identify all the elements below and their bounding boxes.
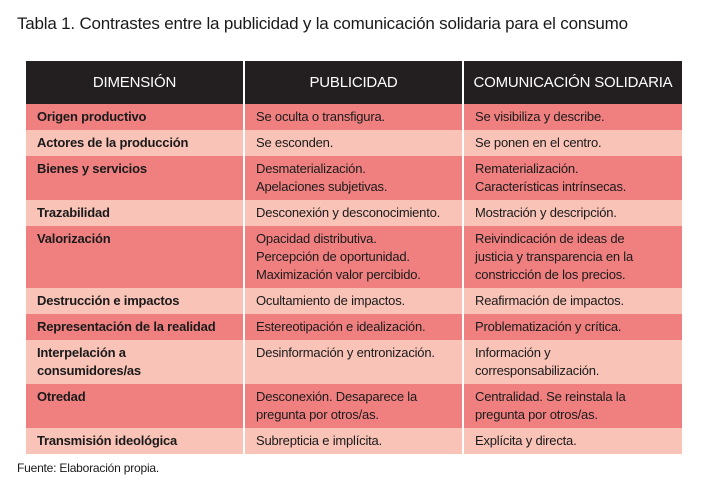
- cell-line: Se ponen en el centro.: [475, 135, 602, 150]
- table-body: Origen productivo Se oculta o transfigura…: [26, 104, 682, 454]
- table-row: Bienes y servicios Desmaterialización. Ape…: [26, 156, 682, 200]
- cell-line: constricción de los precios.: [475, 267, 626, 282]
- table-header-row: DIMENSIÓN PUBLICIDAD COMUNICACIÓN SOLIDA…: [26, 61, 682, 104]
- table-row: Transmisión ideológica Subrepticia e impl…: [26, 428, 682, 454]
- cell-solidaria: Se visibiliza y describe.: [463, 104, 682, 130]
- cell-publicidad: Estereotipación e idealización.: [244, 314, 464, 340]
- table-row: Origen productivo Se oculta o transfigura…: [26, 104, 682, 130]
- table-row: Trazabilidad Desconexión y desconocimient…: [26, 200, 682, 226]
- cell-dimension: Destrucción e impactos: [26, 288, 245, 314]
- cell-publicidad: Desconexión y desconocimiento.: [244, 200, 464, 226]
- cell-publicidad: Se esconden.: [244, 130, 464, 156]
- cell-dimension: Otredad: [26, 384, 245, 428]
- header-publicidad: PUBLICIDAD: [244, 61, 464, 104]
- cell-line: Opacidad distributiva.: [256, 231, 377, 246]
- cell-publicidad: Desmaterialización. Apelaciones subjetiva…: [244, 156, 464, 200]
- cell-line: Reivindicación de ideas de: [475, 231, 625, 246]
- footnote: Fuente: Elaboración propia.: [17, 461, 160, 475]
- cell-dimension: Bienes y servicios: [26, 156, 245, 200]
- cell-publicidad: Desinformación y entronización.: [244, 340, 464, 384]
- cell-publicidad: Subrepticia e implícita.: [244, 428, 464, 454]
- table-row: Valorización Opacidad distributiva. Percep…: [26, 226, 682, 288]
- cell-dimension: Valorización: [26, 226, 245, 288]
- table-title: Tabla 1. Contrastes entre la publicidad …: [17, 14, 628, 33]
- cell-solidaria: Información y corresponsabilización.: [463, 340, 682, 384]
- cell-line: Ocultamiento de impactos.: [256, 293, 405, 308]
- cell-line: Desmaterialización.: [256, 161, 366, 176]
- cell-line: Se esconden.: [256, 135, 334, 150]
- cell-publicidad: Se oculta o transfigura.: [244, 104, 464, 130]
- table-row: Interpelación a consumidores/as Desinform…: [26, 340, 682, 384]
- cell-dimension: Origen productivo: [26, 104, 245, 130]
- cell-dimension: Interpelación a consumidores/as: [26, 340, 245, 384]
- cell-line: Mostración y descripción.: [475, 205, 617, 220]
- cell-publicidad: Desconexión. Desaparece la pregunta por o…: [244, 384, 464, 428]
- cell-solidaria: Explícita y directa.: [463, 428, 682, 454]
- cell-dimension: Representación de la realidad: [26, 314, 245, 340]
- table-row: Actores de la producción Se esconden. Se p…: [26, 130, 682, 156]
- cell-solidaria: Se ponen en el centro.: [463, 130, 682, 156]
- cell-line: Explícita y directa.: [475, 433, 577, 448]
- cell-publicidad: Opacidad distributiva. Percepción de opor…: [244, 226, 464, 288]
- cell-line: Se visibiliza y describe.: [475, 109, 605, 124]
- cell-solidaria: Rematerialización. Características intrín…: [463, 156, 682, 200]
- cell-line: Características intrínsecas.: [475, 179, 627, 194]
- header-dimension: DIMENSIÓN: [26, 61, 245, 104]
- cell-dimension: Trazabilidad: [26, 200, 245, 226]
- cell-line: Se oculta o transfigura.: [256, 109, 385, 124]
- cell-solidaria: Centralidad. Se reinstala la pregunta por…: [463, 384, 682, 428]
- cell-line: Desinformación y entronización.: [256, 345, 435, 360]
- cell-line: Desconexión y desconocimiento.: [256, 205, 441, 220]
- cell-line: justicia y transparencia en la: [475, 249, 634, 264]
- cell-line: Centralidad. Se reinstala la: [475, 389, 626, 404]
- cell-line: Subrepticia e implícita.: [256, 433, 382, 448]
- table-row: Destrucción e impactos Ocultamiento de im…: [26, 288, 682, 314]
- cell-line: Estereotipación e idealización.: [256, 319, 426, 334]
- cell-line: Problematización y crítica.: [475, 319, 622, 334]
- cell-publicidad: Ocultamiento de impactos.: [244, 288, 464, 314]
- cell-solidaria: Mostración y descripción.: [463, 200, 682, 226]
- cell-solidaria: Reafirmación de impactos.: [463, 288, 682, 314]
- cell-line: Información y corresponsabilización.: [475, 345, 600, 378]
- table-row: Otredad Desconexión. Desaparece la pregunt…: [26, 384, 682, 428]
- cell-line: pregunta por otros/as.: [256, 407, 379, 422]
- cell-solidaria: Problematización y crítica.: [463, 314, 682, 340]
- contrast-table: DIMENSIÓN PUBLICIDAD COMUNICACIÓN SOLIDA…: [26, 61, 682, 454]
- cell-solidaria: Reivindicación de ideas de justicia y tra…: [463, 226, 682, 288]
- cell-line: Apelaciones subjetivas.: [256, 179, 388, 194]
- cell-line: Percepción de oportunidad.: [256, 249, 410, 264]
- cell-line: Maximización valor percibido.: [256, 267, 421, 282]
- cell-dimension: Actores de la producción: [26, 130, 245, 156]
- cell-line: pregunta por otros/as.: [475, 407, 598, 422]
- cell-line: Rematerialización.: [475, 161, 579, 176]
- cell-line: Reafirmación de impactos.: [475, 293, 624, 308]
- cell-line: Desconexión. Desaparece la: [256, 389, 418, 404]
- header-comunicacion-solidaria: COMUNICACIÓN SOLIDARIA: [463, 61, 682, 104]
- table-row: Representación de la realidad Estereotipa…: [26, 314, 682, 340]
- cell-dimension: Transmisión ideológica: [26, 428, 245, 454]
